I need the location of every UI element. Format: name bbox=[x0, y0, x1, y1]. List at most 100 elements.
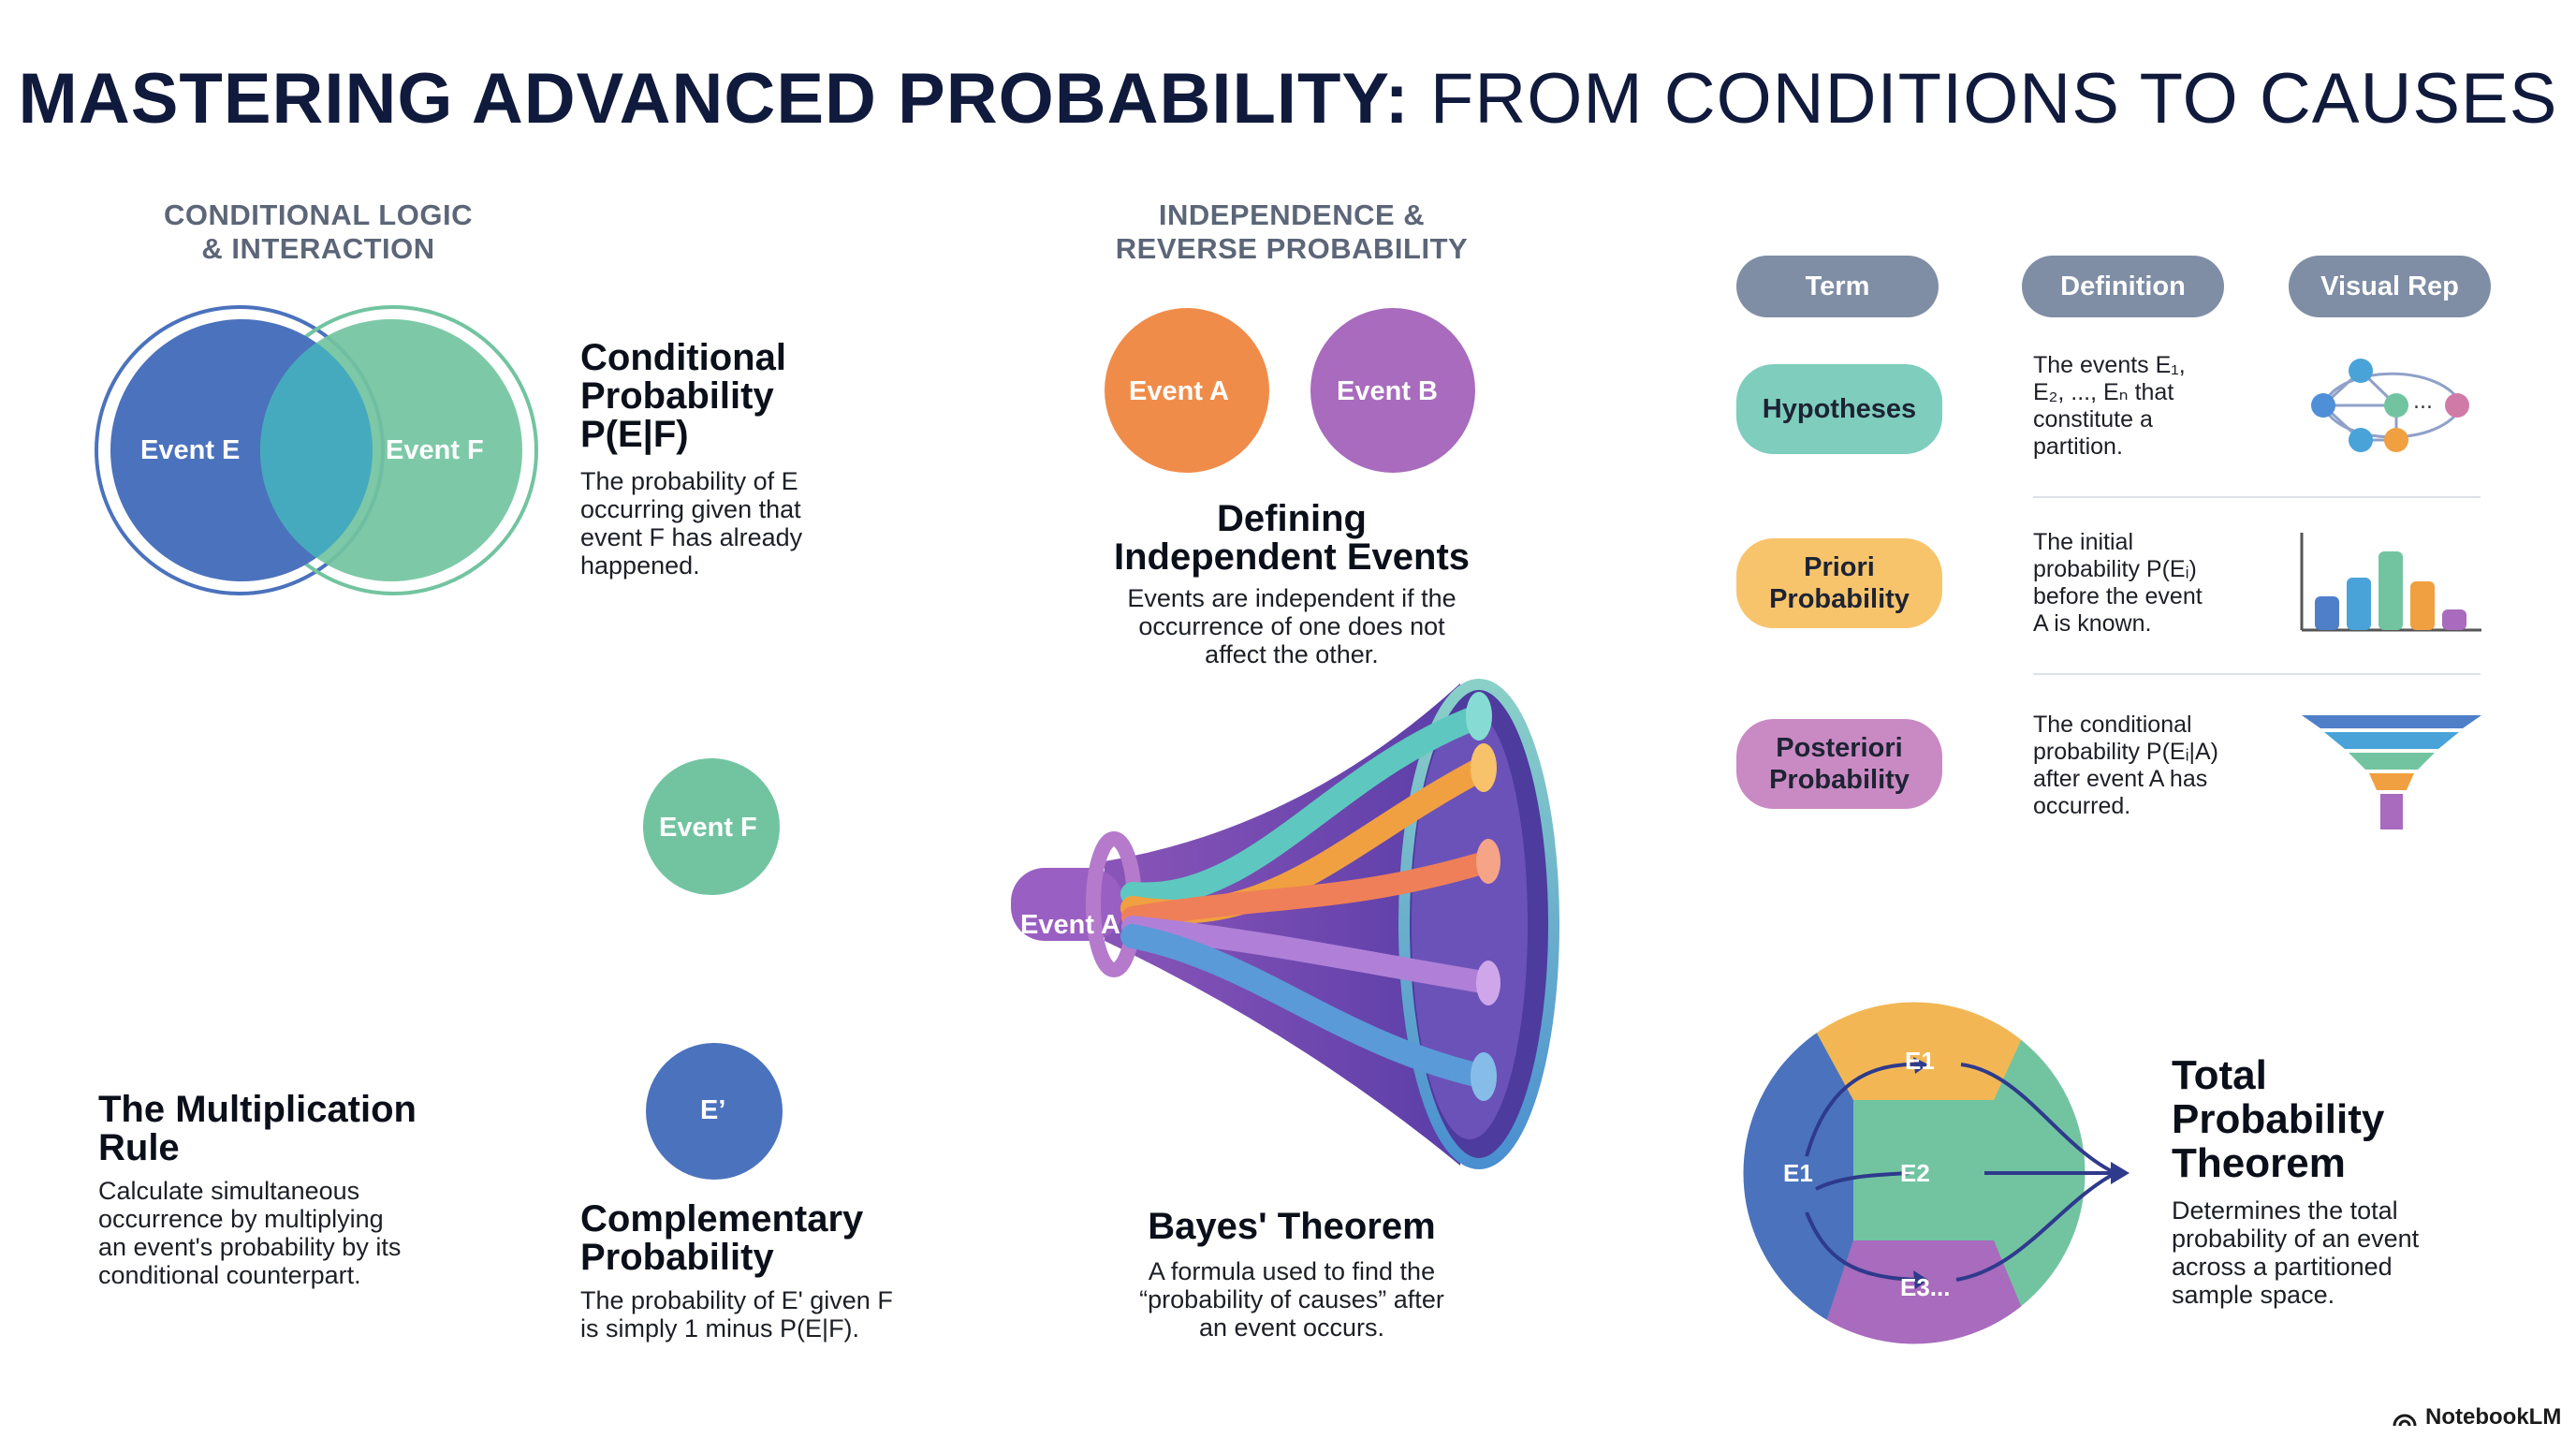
def-line: The events E₁, bbox=[2033, 352, 2186, 378]
total-probability-desc: Determines the total probability of an e… bbox=[2172, 1196, 2537, 1309]
def-line: probability P(Eᵢ|A) bbox=[2033, 739, 2218, 765]
event-f-disc bbox=[643, 758, 780, 895]
heading-line: Probability bbox=[580, 1237, 774, 1278]
section-line: INDEPENDENCE & bbox=[1158, 198, 1426, 231]
term-line: Priori bbox=[1804, 552, 1875, 582]
section-line: & INTERACTION bbox=[201, 232, 435, 265]
event-a-label: Event A bbox=[1129, 376, 1229, 406]
desc-line: across a partitioned bbox=[2172, 1253, 2393, 1281]
bayes-heading: Bayes' Theorem bbox=[1148, 1206, 1436, 1247]
strand-end bbox=[1466, 692, 1492, 741]
term-line: Probability bbox=[1769, 584, 1910, 614]
independent-events-block: Defining Independent Events Events are i… bbox=[1058, 500, 1526, 669]
def-line: The initial bbox=[2033, 529, 2133, 555]
def-line: occurred. bbox=[2033, 793, 2131, 819]
independent-events-heading: Defining Independent Events bbox=[1058, 500, 1526, 577]
funnel-icon bbox=[2302, 715, 2481, 829]
definition-hypotheses: The events E₁, E₂, ..., Eₙ that constitu… bbox=[2033, 352, 2248, 461]
section-line: CONDITIONAL LOGIC bbox=[164, 198, 473, 231]
event-f-circle bbox=[643, 758, 780, 895]
strand-blue bbox=[1120, 924, 1496, 1089]
title-light: FROM CONDITIONS TO CAUSES bbox=[1429, 59, 2558, 139]
complementary-desc: The probability of E' given F is simply … bbox=[580, 1286, 973, 1343]
wheel-label-e1-top: E1 bbox=[1905, 1047, 1935, 1075]
bayes-funnel-illustration bbox=[1011, 679, 1559, 1169]
term-line: Hypotheses bbox=[1762, 394, 1917, 424]
section-conditional-logic: CONDITIONAL LOGIC & INTERACTION bbox=[131, 198, 505, 266]
desc-line: affect the other. bbox=[1205, 640, 1379, 668]
desc-line: A formula used to find the bbox=[1148, 1257, 1436, 1285]
total-probability-block: Total Probability Theorem Determines the… bbox=[2172, 1053, 2537, 1309]
venn-diagram bbox=[95, 305, 538, 595]
desc-line: Determines the total bbox=[2172, 1196, 2398, 1225]
conditional-probability-heading: Conditional Probability P(E|F) bbox=[580, 339, 889, 454]
multiplication-rule-heading: The Multiplication Rule bbox=[98, 1091, 491, 1167]
wheel-segment-top bbox=[1797, 1000, 2041, 1100]
complementary-heading: Complementary Probability bbox=[580, 1200, 973, 1277]
independent-events-desc: Events are independent if the occurrence… bbox=[1058, 584, 1526, 668]
network-icon: ... bbox=[2311, 359, 2469, 452]
e-prime-circle-label: E’ bbox=[700, 1095, 726, 1125]
conditional-probability-desc: The probability of E occurring given tha… bbox=[580, 467, 889, 580]
def-line: The conditional bbox=[2033, 712, 2192, 738]
heading-line: Complementary bbox=[580, 1198, 864, 1240]
def-line: probability P(Eᵢ) bbox=[2033, 556, 2197, 582]
strand-end bbox=[1476, 961, 1500, 1005]
bayes-block: Bayes' Theorem A formula used to find th… bbox=[1058, 1206, 1526, 1343]
wheel-segment-bottom bbox=[1816, 1240, 2041, 1346]
desc-line: an event's probability by its bbox=[98, 1233, 402, 1261]
wheel-label-e1-left: E1 bbox=[1783, 1159, 1813, 1187]
strand-coral bbox=[1121, 850, 1500, 929]
event-f-circle-label: Event F bbox=[659, 813, 757, 843]
def-line: constitute a bbox=[2033, 406, 2153, 433]
e-prime-disc bbox=[646, 1043, 783, 1180]
heading-line: Rule bbox=[98, 1127, 180, 1168]
heading-line: Theorem bbox=[2172, 1140, 2346, 1186]
venn-label-e: Event E bbox=[140, 435, 241, 465]
desc-line: event F has already bbox=[580, 523, 803, 551]
wheel-label-e2: E2 bbox=[1900, 1159, 1930, 1187]
venn-intersection bbox=[260, 319, 373, 581]
row-divider bbox=[2033, 496, 2481, 498]
desc-line: probability of an event bbox=[2172, 1225, 2420, 1253]
def-line: after event A has bbox=[2033, 766, 2208, 792]
def-line: E₂, ..., Eₙ that bbox=[2033, 379, 2174, 405]
table-header-definition: Definition bbox=[2022, 256, 2224, 317]
term-priori: Priori Probability bbox=[1736, 538, 1942, 628]
heading-line: Probability bbox=[2172, 1096, 2385, 1142]
notebooklm-watermark: NotebookLM bbox=[2392, 1404, 2561, 1431]
heading-line: Conditional bbox=[580, 337, 786, 378]
table-header-term: Term bbox=[1736, 256, 1939, 317]
term-line: Probability bbox=[1769, 765, 1910, 795]
desc-line: happened. bbox=[580, 551, 700, 580]
title-bold: MASTERING ADVANCED PROBABILITY: bbox=[18, 59, 1410, 139]
conditional-probability-block: Conditional Probability P(E|F) The proba… bbox=[580, 339, 889, 580]
desc-line: conditional counterpart. bbox=[98, 1261, 361, 1289]
desc-line: The probability of E' given F bbox=[580, 1286, 893, 1314]
desc-line: The probability of E bbox=[580, 467, 798, 495]
heading-line: P(E|F) bbox=[580, 414, 689, 455]
event-b-circle bbox=[1310, 308, 1475, 473]
definition-posteriori: The conditional probability P(Eᵢ|A) afte… bbox=[2033, 712, 2248, 820]
notebooklm-logo-icon bbox=[2393, 1414, 2417, 1427]
term-hypotheses: Hypotheses bbox=[1736, 364, 1942, 454]
table-header-visual: Visual Rep bbox=[2289, 256, 2491, 317]
term-posteriori: Posteriori Probability bbox=[1736, 719, 1942, 809]
funnel-inner bbox=[1412, 709, 1528, 1139]
multiplication-rule-block: The Multiplication Rule Calculate simult… bbox=[98, 1091, 491, 1290]
desc-line: occurrence of one does not bbox=[1138, 612, 1445, 640]
e-prime-circle bbox=[646, 1043, 783, 1180]
def-line: before the event bbox=[2033, 583, 2203, 609]
def-line: A is known. bbox=[2033, 610, 2152, 637]
desc-line: an event occurs. bbox=[1198, 1313, 1385, 1342]
definition-priori: The initial probability P(Eᵢ) before the… bbox=[2033, 529, 2248, 638]
wheel-segment-center bbox=[1853, 1100, 2022, 1240]
heading-line: Independent Events bbox=[1113, 536, 1471, 578]
desc-line: Events are independent if the bbox=[1127, 584, 1456, 612]
network-ellipsis: ... bbox=[2413, 390, 2433, 414]
strand-teal bbox=[1120, 704, 1491, 907]
desc-line: “probability of causes” after bbox=[1139, 1285, 1444, 1313]
heading-line: Total bbox=[2172, 1052, 2267, 1098]
row-divider bbox=[2033, 673, 2481, 675]
def-line: partition. bbox=[2033, 433, 2123, 460]
